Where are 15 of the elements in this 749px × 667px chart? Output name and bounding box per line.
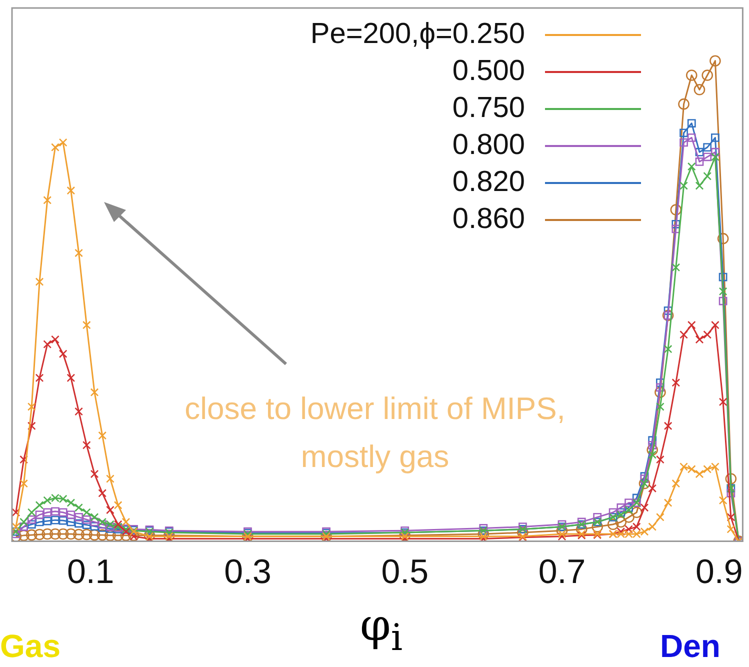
annotation: close to lower limit of MIPS, mostly gas <box>184 390 566 476</box>
x-tick-label: 0.5 <box>381 552 428 591</box>
x-tick-label: 0.7 <box>538 552 586 591</box>
x-tick-label: 0.1 <box>66 552 114 591</box>
legend-label: 0.500 <box>452 55 525 88</box>
legend-label: 0.750 <box>452 92 525 125</box>
legend-label: 0.800 <box>452 129 525 162</box>
legend-label: 0.860 <box>452 203 525 236</box>
x-tick-label: 0.9 <box>695 552 743 591</box>
legend-label: 0.820 <box>452 166 525 199</box>
x-tick-label: 0.3 <box>224 552 272 591</box>
legend-label: Pe=200,ϕ=0.250 <box>310 18 525 51</box>
text: Den <box>660 628 720 665</box>
x-axis-title: φ$_{i}$ <box>360 600 403 659</box>
text: Gas <box>0 628 60 665</box>
